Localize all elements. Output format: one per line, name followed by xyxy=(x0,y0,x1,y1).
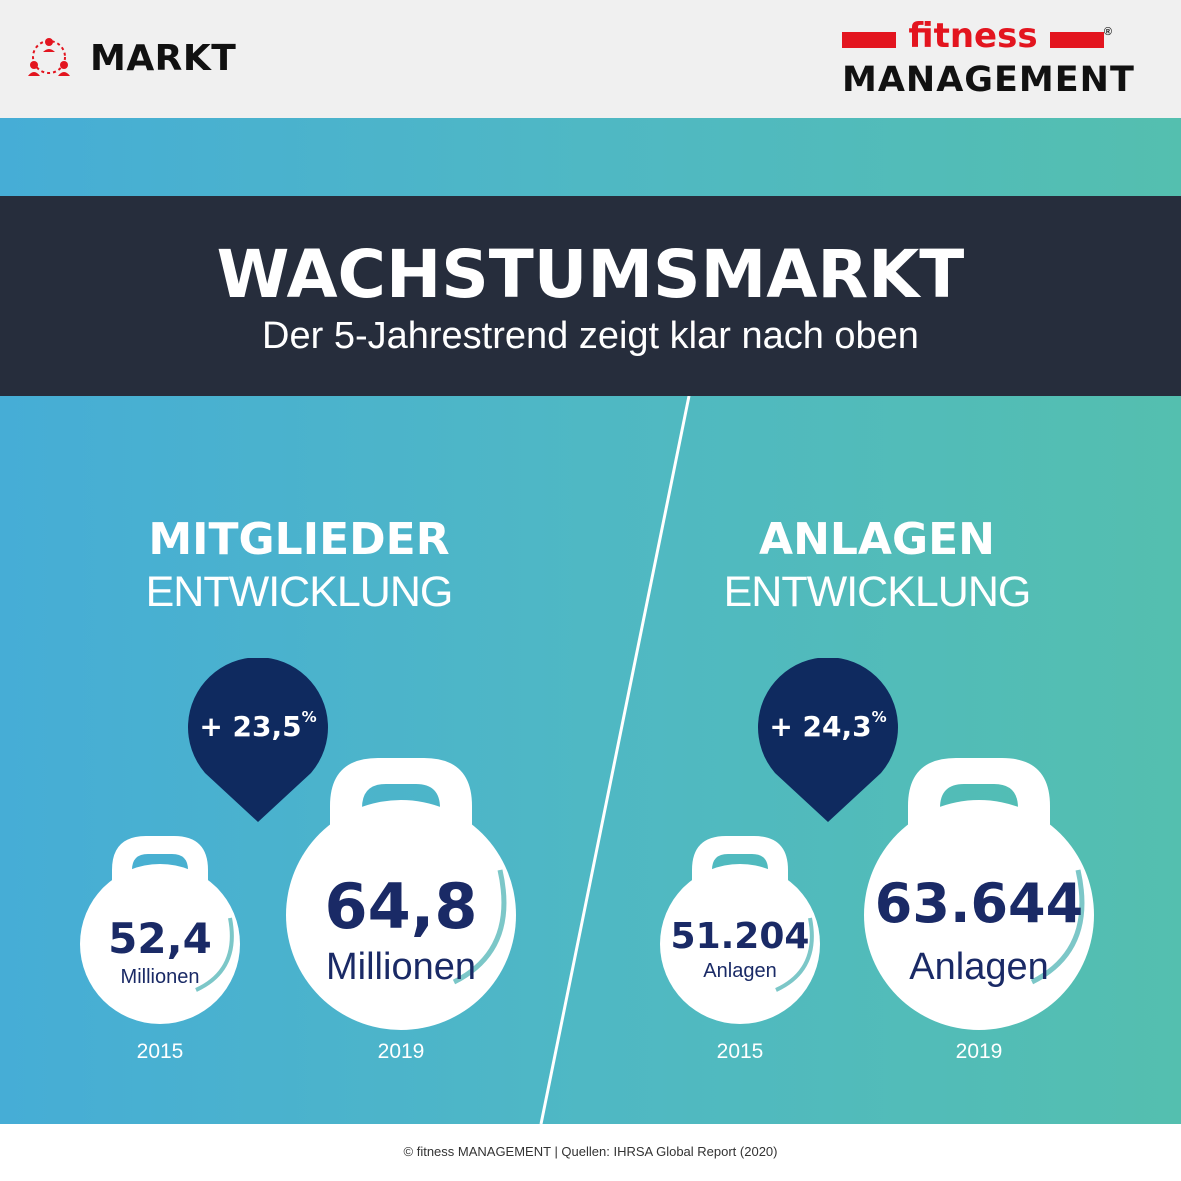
members-heading: MITGLIEDER ENTWICKLUNG xyxy=(99,514,499,618)
facilities-2015-unit: Anlagen xyxy=(703,960,777,982)
kettlebell-icon xyxy=(660,836,820,1024)
kettlebell-facilities-2015: 51.204 Anlagen xyxy=(660,830,820,1026)
source-credit: © fitness MANAGEMENT | Quellen: IHRSA Gl… xyxy=(403,1144,778,1159)
facilities-growth-badge: + 24,3% xyxy=(758,657,898,822)
members-2019-unit: Millionen xyxy=(326,946,476,988)
facilities-growth-text: + 24,3% xyxy=(769,708,887,743)
kettlebell-icon xyxy=(80,836,240,1024)
main-panel: WACHSTUMSMARKT Der 5-Jahrestrend zeigt k… xyxy=(0,118,1181,1124)
page-subtitle: Der 5-Jahrestrend zeigt klar nach oben xyxy=(262,315,919,357)
facilities-heading-light: ENTWICKLUNG xyxy=(723,568,1032,616)
facilities-2015-value: 51.204 xyxy=(670,916,810,957)
members-growth-badge: + 23,5% xyxy=(188,657,328,822)
people-network-icon xyxy=(28,38,70,76)
logo-fitness: fitness xyxy=(908,16,1038,56)
members-heading-bold: MITGLIEDER xyxy=(148,514,450,565)
kettlebell-members-2015: 52,4 Millionen xyxy=(80,830,240,1026)
footer: © fitness MANAGEMENT | Quellen: IHRSA Gl… xyxy=(0,1124,1181,1181)
members-year-2015: 2015 xyxy=(136,1040,184,1063)
facilities-heading: ANLAGEN ENTWICKLUNG xyxy=(677,514,1077,618)
logo-registered: ® xyxy=(1103,26,1112,38)
members-2019-value: 64,8 xyxy=(324,870,478,943)
facilities-year-2015: 2015 xyxy=(716,1040,764,1063)
map-pin-icon xyxy=(188,657,328,822)
title-banner: WACHSTUMSMARKT Der 5-Jahrestrend zeigt k… xyxy=(0,196,1181,396)
map-pin-icon xyxy=(758,657,898,822)
members-growth-text: + 23,5% xyxy=(199,708,317,743)
members-2015-value: 52,4 xyxy=(108,914,212,963)
top-bar: MARKT fitness ® MANAGEMENT xyxy=(0,0,1181,118)
kettlebell-icon xyxy=(864,758,1094,1030)
kettlebell-icon xyxy=(286,758,516,1030)
members-heading-light: ENTWICKLUNG xyxy=(145,568,454,616)
facilities-year-2019: 2019 xyxy=(955,1040,1003,1063)
logo-bar-left xyxy=(842,32,896,48)
facilities-2019-value: 63.644 xyxy=(874,872,1084,935)
page-title: WACHSTUMSMARKT xyxy=(216,236,965,313)
members-2015-unit: Millionen xyxy=(120,966,200,988)
brand-logo: fitness ® MANAGEMENT xyxy=(842,16,1134,102)
section-label: MARKT xyxy=(90,38,237,79)
kettlebell-facilities-2019: 63.644 Anlagen xyxy=(864,750,1094,1030)
members-year-2019: 2019 xyxy=(377,1040,425,1063)
logo-bar-right xyxy=(1050,32,1104,48)
facilities-2019-unit: Anlagen xyxy=(909,946,1049,988)
logo-management: MANAGEMENT xyxy=(842,60,1135,100)
facilities-heading-bold: ANLAGEN xyxy=(759,514,995,565)
diagonal-divider xyxy=(539,395,691,1124)
kettlebell-members-2019: 64,8 Millionen xyxy=(286,750,516,1030)
